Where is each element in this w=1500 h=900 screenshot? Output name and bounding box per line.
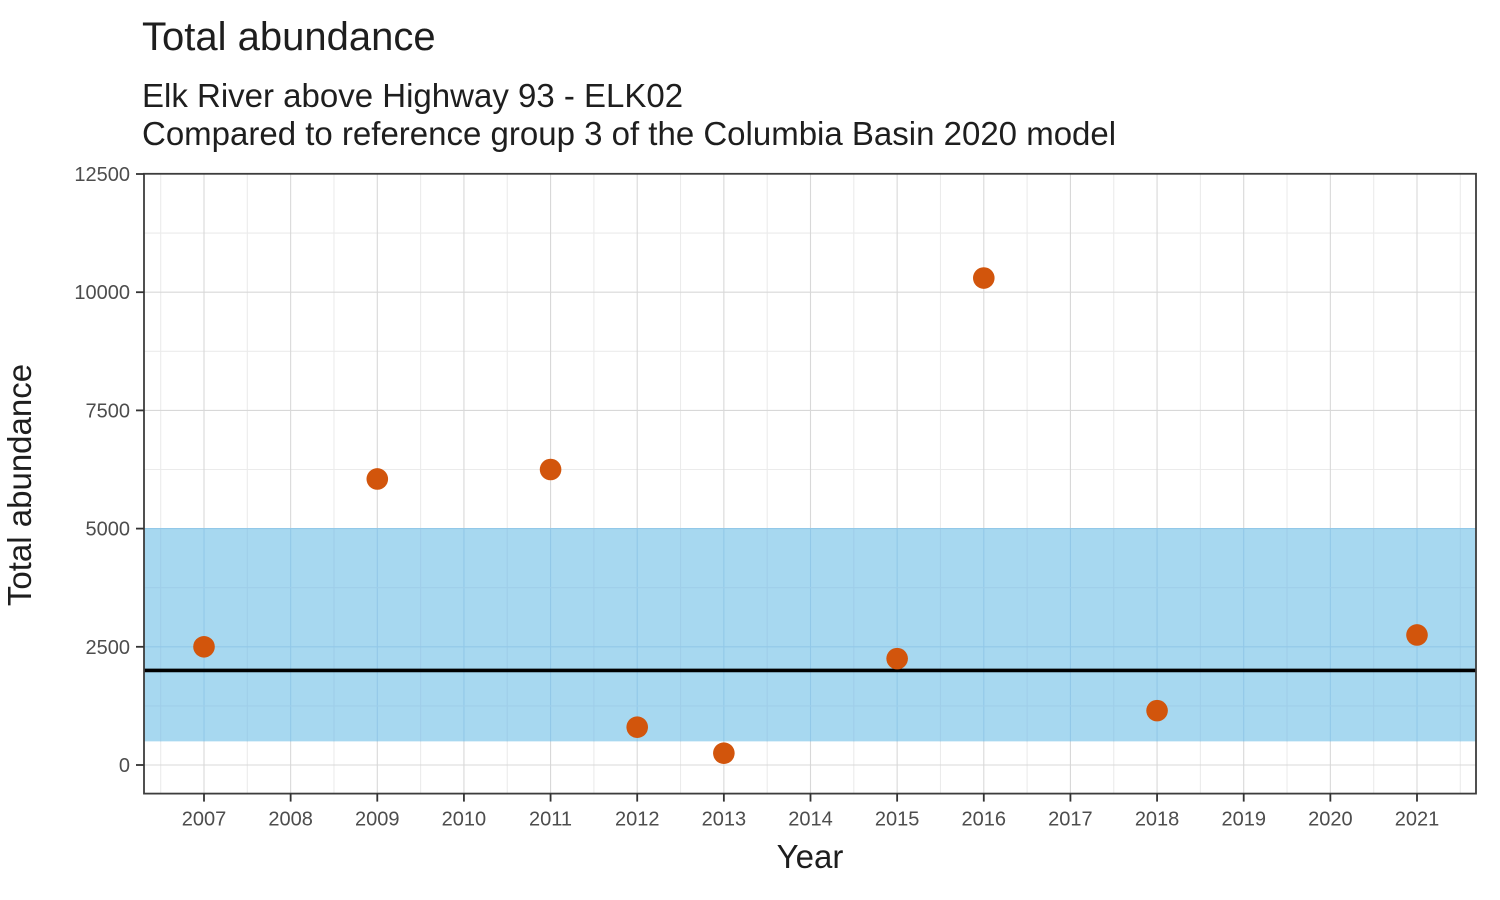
svg-text:2500: 2500: [86, 637, 131, 659]
svg-text:0: 0: [119, 755, 130, 777]
svg-text:2016: 2016: [962, 809, 1007, 831]
svg-text:2021: 2021: [1395, 809, 1440, 831]
svg-text:2007: 2007: [182, 809, 227, 831]
svg-text:2014: 2014: [788, 809, 833, 831]
svg-text:12500: 12500: [74, 164, 130, 186]
svg-text:2008: 2008: [268, 809, 313, 831]
svg-text:2011: 2011: [529, 809, 572, 831]
svg-text:5000: 5000: [86, 519, 131, 541]
svg-text:2012: 2012: [615, 809, 660, 831]
svg-text:2018: 2018: [1135, 809, 1180, 831]
svg-text:2017: 2017: [1048, 809, 1093, 831]
svg-text:2013: 2013: [702, 809, 747, 831]
svg-text:2015: 2015: [875, 809, 920, 831]
svg-text:2020: 2020: [1308, 809, 1353, 831]
svg-text:10000: 10000: [74, 282, 130, 304]
svg-text:2009: 2009: [355, 809, 400, 831]
svg-text:2019: 2019: [1221, 809, 1266, 831]
svg-text:7500: 7500: [86, 400, 131, 422]
svg-text:2010: 2010: [442, 809, 487, 831]
